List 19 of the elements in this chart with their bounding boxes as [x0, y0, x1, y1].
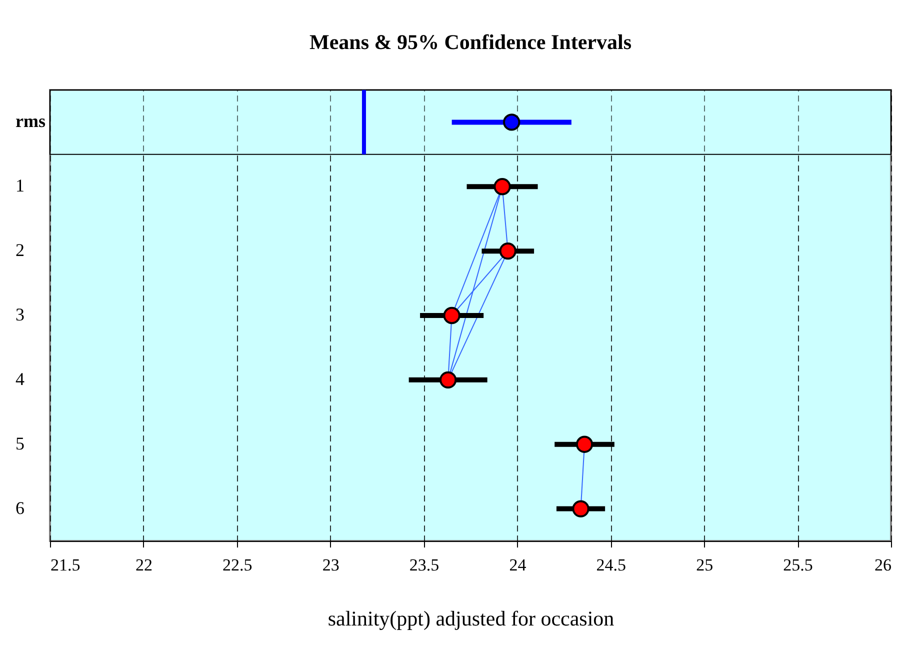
- x-axis-title: salinity(ppt) adjusted for occasion: [328, 606, 615, 630]
- x-tick-label: 24: [509, 556, 527, 574]
- x-tick-label: 23.5: [409, 556, 440, 574]
- chart-title: Means & 95% Confidence Intervals: [310, 30, 632, 54]
- y-tick-label: 2: [16, 240, 24, 260]
- x-tick-label: 26: [874, 556, 892, 574]
- y-tick-label: 6: [16, 498, 24, 518]
- x-tick-label: 22.5: [222, 556, 252, 574]
- x-tick-label: 22: [135, 556, 152, 574]
- y-tick-label: 3: [16, 304, 24, 324]
- y-tick-label: 5: [16, 433, 24, 454]
- y-tick-label: 1: [16, 176, 24, 196]
- y-tick-label: 4: [16, 368, 24, 389]
- x-tick-label: 24.5: [596, 556, 626, 574]
- y-tick-label: rms: [16, 111, 46, 132]
- x-tick-label: 25.5: [783, 556, 813, 574]
- x-tick-label: 21.5: [50, 556, 80, 574]
- x-tick-label: 25: [696, 556, 714, 574]
- x-tick-label: 23: [322, 556, 340, 574]
